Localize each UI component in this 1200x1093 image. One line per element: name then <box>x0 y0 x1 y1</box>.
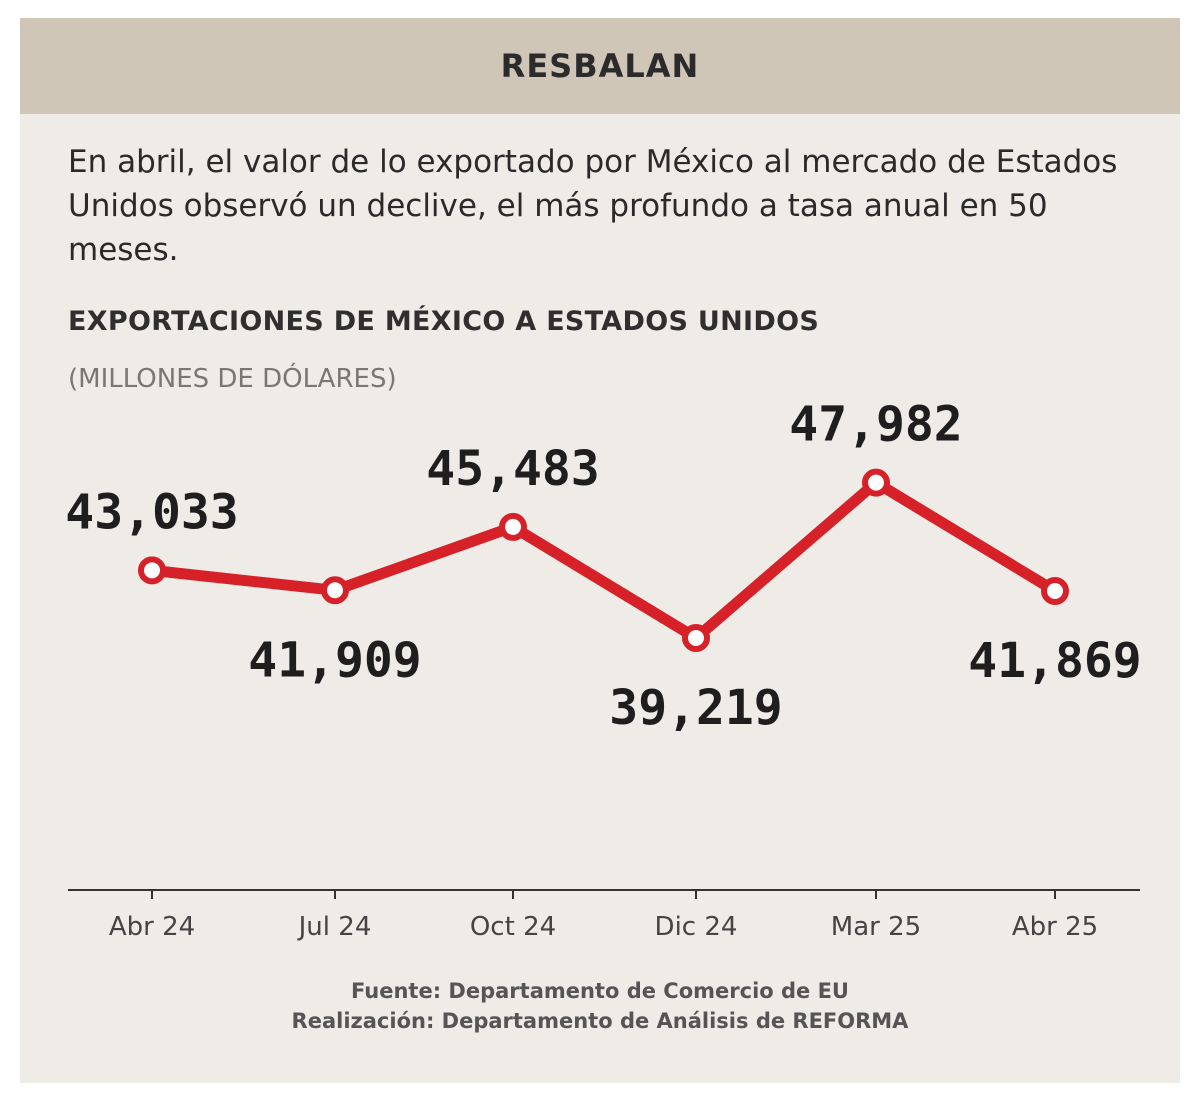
footer: Fuente: Departamento de Comercio de EU R… <box>20 976 1180 1036</box>
title-bar: RESBALAN <box>20 18 1180 114</box>
data-label: 41,909 <box>248 632 421 688</box>
data-point <box>682 623 710 652</box>
data-point <box>138 556 166 585</box>
data-point <box>499 512 527 541</box>
data-label: 43,033 <box>65 484 238 540</box>
infographic-card: RESBALAN En abril, el valor de lo export… <box>20 18 1180 1083</box>
x-tick-label: Abr 25 <box>1012 912 1098 942</box>
line-chart: Abr 24 Jul 24 Oct 24 Dic 24 Mar 25 Abr 25 43,0… <box>65 397 1141 942</box>
data-label: 45,483 <box>426 441 599 497</box>
data-point <box>862 468 890 497</box>
x-tick-label: Oct 24 <box>470 912 556 942</box>
data-label: 41,869 <box>968 633 1141 689</box>
x-tick-label: Abr 24 <box>109 912 195 942</box>
data-label: 39,219 <box>609 680 782 736</box>
x-tick-label: Dic 24 <box>655 912 738 942</box>
chart-title: EXPORTACIONES DE MÉXICO A ESTADOS UNIDOS <box>68 306 820 337</box>
series-line <box>146 477 1061 644</box>
source-note: Fuente: Departamento de Comercio de EU <box>350 979 849 1003</box>
data-point <box>1041 576 1069 605</box>
description-text: En abril, el valor de lo exportado por M… <box>68 144 1118 268</box>
x-tick-label: Mar 25 <box>831 912 921 942</box>
data-label: 47,982 <box>789 397 962 453</box>
chart-subtitle: (MILLONES DE DÓLARES) <box>68 364 397 394</box>
x-tick-label: Jul 24 <box>297 912 372 942</box>
credit-note: Realización: Departamento de Análisis de… <box>291 1009 909 1033</box>
data-point <box>321 576 349 605</box>
page-title: RESBALAN <box>500 47 700 85</box>
